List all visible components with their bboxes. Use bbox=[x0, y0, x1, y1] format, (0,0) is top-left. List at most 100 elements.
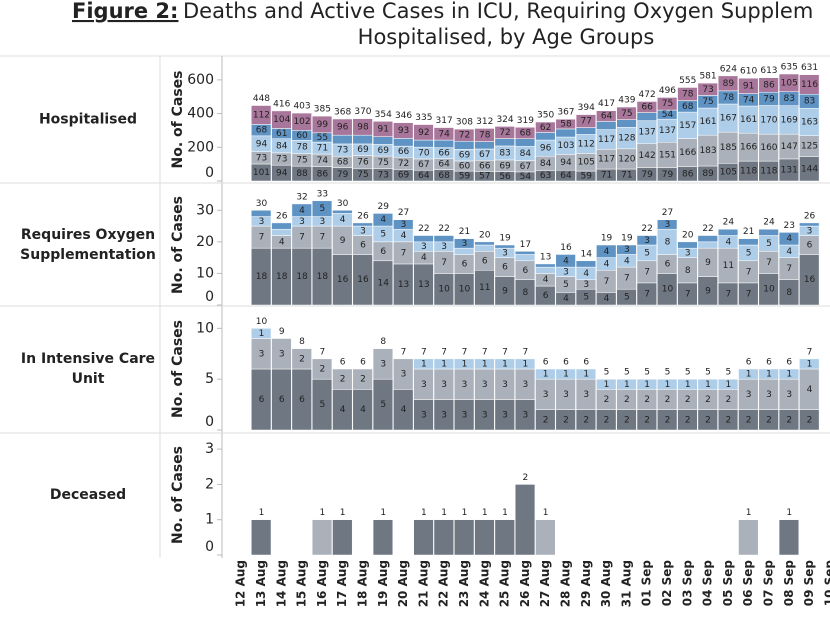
segment-label: 64 bbox=[560, 171, 572, 181]
bar-segment bbox=[454, 128, 475, 142]
segment-label: 1 bbox=[665, 380, 671, 390]
segment-label: 73 bbox=[702, 85, 713, 95]
value-label: 1 bbox=[340, 508, 346, 518]
segment-label: 6 bbox=[807, 241, 813, 251]
segment-label: 86 bbox=[682, 169, 694, 179]
segment-label: 3 bbox=[807, 226, 813, 236]
x-tick-label: 26 Aug bbox=[518, 560, 532, 607]
segment-label: 67 bbox=[479, 150, 490, 160]
segment-label: 66 bbox=[641, 103, 653, 113]
total-label: 9 bbox=[279, 327, 285, 337]
x-tick-label: 24 Aug bbox=[477, 560, 491, 607]
total-label: 631 bbox=[801, 63, 818, 73]
total-label: 5 bbox=[725, 368, 731, 378]
segment-label: 99 bbox=[317, 120, 329, 130]
segment-label: 60 bbox=[296, 131, 308, 141]
segment-label: 131 bbox=[781, 165, 798, 175]
bar-segment bbox=[535, 263, 556, 268]
segment-label: 6 bbox=[522, 266, 528, 276]
x-tick-label: 18 Aug bbox=[355, 560, 369, 607]
bar-segment bbox=[758, 368, 779, 380]
bar-segment bbox=[433, 139, 454, 148]
bar-segment bbox=[778, 73, 800, 92]
segment-label: 3 bbox=[583, 280, 589, 290]
segment-label: 4 bbox=[604, 247, 610, 257]
total-label: 635 bbox=[781, 63, 798, 73]
total-label: 5 bbox=[624, 368, 630, 378]
segment-label: 4 bbox=[340, 405, 346, 415]
total-label: 613 bbox=[760, 66, 777, 76]
total-label: 439 bbox=[618, 96, 635, 106]
segment-label: 79 bbox=[662, 170, 674, 180]
segment-label: 91 bbox=[378, 125, 389, 135]
total-label: 22 bbox=[418, 224, 429, 234]
bar-segment bbox=[677, 378, 698, 390]
total-label: 7 bbox=[319, 347, 325, 357]
bar-segment bbox=[291, 348, 312, 370]
segment-label: 2 bbox=[807, 415, 813, 425]
segment-label: 7 bbox=[259, 233, 265, 243]
total-label: 7 bbox=[502, 347, 508, 357]
segment-label: 112 bbox=[578, 139, 595, 149]
segment-label: 84 bbox=[276, 141, 288, 151]
total-label: 5 bbox=[665, 368, 671, 378]
x-tick-label: 22 Aug bbox=[437, 560, 451, 607]
row-label: Unit bbox=[72, 371, 105, 387]
segment-label: 3 bbox=[644, 236, 650, 246]
bar-segment bbox=[413, 124, 434, 141]
x-tick-label: 17 Aug bbox=[335, 560, 349, 607]
bar-segment bbox=[738, 368, 759, 380]
bar-segment bbox=[332, 134, 353, 145]
x-tick-label: 31 Aug bbox=[619, 560, 633, 607]
segment-label: 4 bbox=[563, 294, 569, 304]
bar-segment bbox=[494, 138, 515, 147]
segment-label: 1 bbox=[705, 380, 711, 390]
segment-label: 3 bbox=[665, 220, 671, 230]
segment-label: 2 bbox=[360, 375, 366, 385]
segment-label: 83 bbox=[784, 94, 795, 104]
y-tick-label: 3 bbox=[205, 441, 214, 457]
segment-label: 66 bbox=[438, 149, 450, 159]
y-tick-label: 30 bbox=[196, 202, 214, 218]
bar-segment bbox=[677, 87, 698, 101]
total-label: 7 bbox=[462, 347, 468, 357]
segment-label: 3 bbox=[421, 242, 427, 252]
segment-label: 3 bbox=[421, 380, 427, 390]
bar-segment bbox=[657, 219, 678, 230]
total-label: 324 bbox=[496, 115, 513, 125]
segment-label: 89 bbox=[723, 79, 735, 89]
segment-label: 91 bbox=[743, 81, 754, 91]
segment-label: 57 bbox=[479, 172, 490, 182]
segment-label: 62 bbox=[540, 123, 551, 133]
bar-segment bbox=[596, 244, 617, 258]
y-tick-label: 2 bbox=[205, 476, 214, 492]
segment-label: 4 bbox=[421, 253, 427, 263]
segment-label: 3 bbox=[401, 370, 407, 380]
total-label: 6 bbox=[360, 358, 366, 368]
segment-label: 183 bbox=[699, 146, 716, 156]
total-label: 10 bbox=[256, 317, 268, 327]
segment-label: 2 bbox=[563, 415, 569, 425]
x-tick-label: 29 Aug bbox=[579, 560, 593, 607]
segment-label: 6 bbox=[462, 259, 468, 269]
segment-label: 4 bbox=[786, 247, 792, 257]
segment-label: 7 bbox=[746, 267, 752, 277]
segment-label: 54 bbox=[662, 110, 674, 120]
bar-segment bbox=[555, 128, 576, 138]
total-label: 5 bbox=[604, 368, 610, 378]
segment-label: 166 bbox=[679, 148, 696, 158]
total-label: 22 bbox=[438, 224, 449, 234]
segment-label: 6 bbox=[502, 263, 508, 273]
segment-label: 167 bbox=[720, 114, 737, 124]
segment-label: 92 bbox=[418, 128, 429, 138]
segment-label: 78 bbox=[296, 142, 308, 152]
segment-label: 3 bbox=[401, 220, 407, 230]
total-label: 7 bbox=[401, 347, 407, 357]
bar-segment bbox=[494, 358, 515, 370]
total-label: 308 bbox=[456, 118, 473, 128]
segment-label: 71 bbox=[601, 171, 612, 181]
segment-label: 2 bbox=[705, 415, 711, 425]
segment-label: 86 bbox=[317, 169, 329, 179]
segment-label: 64 bbox=[438, 160, 450, 170]
segment-label: 67 bbox=[520, 162, 531, 172]
